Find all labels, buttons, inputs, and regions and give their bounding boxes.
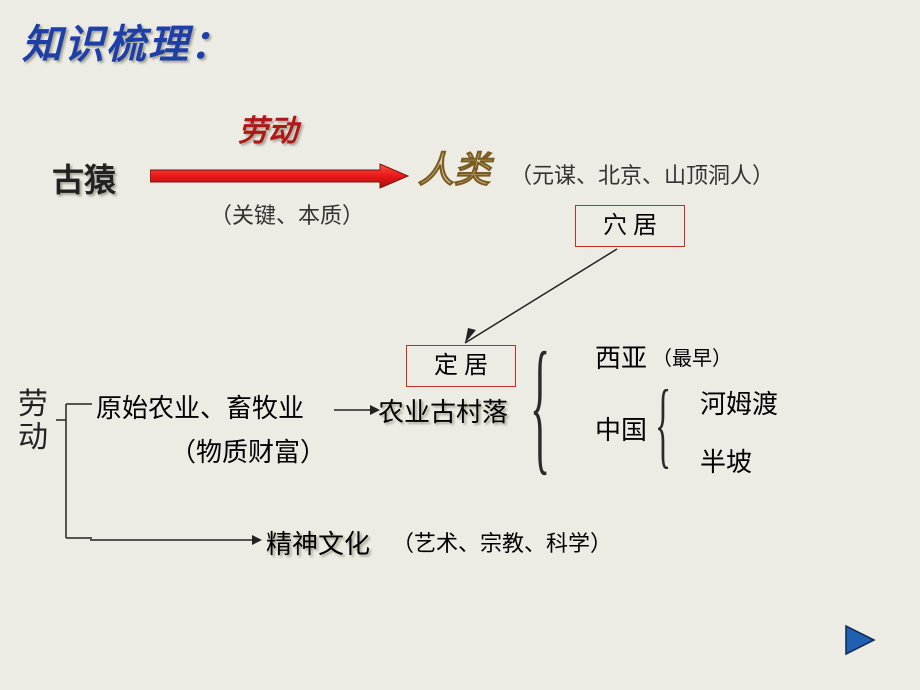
labor-branches <box>52 398 102 548</box>
renlei-label: 人类 <box>418 148 518 199</box>
banpo-label: 半坡 <box>700 442 752 479</box>
page-title: 知识梳理： <box>22 12 232 70</box>
west-asia-note: （最早） <box>652 342 732 371</box>
west-asia-label: 西亚 <box>595 338 647 375</box>
arrow-note: （关键、本质） <box>210 198 364 230</box>
guyuan-label: 古猿 <box>52 155 116 201</box>
china-label: 中国 <box>595 410 647 447</box>
village-brace: { <box>530 330 550 480</box>
settle-box: 定 居 <box>406 345 516 387</box>
cave-box: 穴 居 <box>575 205 685 247</box>
material-wealth-note: （物质财富） <box>170 432 326 469</box>
spirit-note: （艺术、宗教、科学） <box>392 526 612 558</box>
spirit-label: 精神文化 <box>266 524 370 561</box>
agri-arrow <box>332 400 380 420</box>
hemudu-label: 河姆渡 <box>700 384 778 421</box>
svg-text:人类: 人类 <box>418 150 495 190</box>
labor-top-label: 劳动 <box>238 106 298 150</box>
red-arrow <box>150 162 410 190</box>
primitive-agri-label: 原始农业、畜牧业 <box>96 388 304 425</box>
china-brace: { <box>655 376 671 472</box>
spirit-arrow <box>88 530 264 550</box>
renlei-note: （元谋、北京、山顶洞人） <box>510 158 774 190</box>
labor-left-label: 劳动 <box>18 388 52 454</box>
next-button[interactable] <box>840 620 880 660</box>
village-label: 农业古村落 <box>378 392 508 429</box>
